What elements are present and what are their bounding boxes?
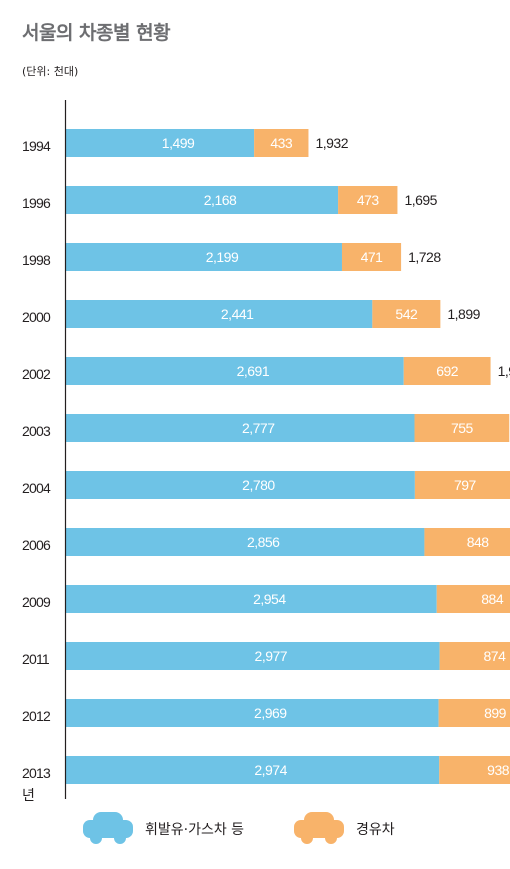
bar-diesel bbox=[403, 357, 491, 385]
bar-diesel bbox=[338, 186, 398, 214]
bar-gasoline bbox=[66, 642, 440, 670]
data-label-gasoline: 2,780 bbox=[242, 477, 275, 493]
bar-diesel bbox=[341, 243, 402, 271]
bar-gasoline bbox=[66, 300, 373, 328]
data-label-gasoline: 1,499 bbox=[162, 135, 195, 151]
car-icon-orange bbox=[294, 812, 344, 846]
data-label-diesel: 433 bbox=[270, 135, 293, 151]
data-label-diesel: 884 bbox=[481, 591, 504, 607]
bar-gasoline bbox=[66, 414, 415, 442]
data-label-total: 1,932 bbox=[315, 135, 348, 151]
category-label: 2013 bbox=[22, 765, 51, 781]
data-label-gasoline: 2,856 bbox=[247, 534, 280, 550]
data-label-diesel: 473 bbox=[357, 192, 380, 208]
category-label: 1998 bbox=[22, 252, 51, 268]
bar-gasoline bbox=[66, 585, 437, 613]
category-label: 1994 bbox=[22, 138, 51, 154]
data-label-diesel: 899 bbox=[484, 705, 507, 721]
bar-diesel bbox=[436, 585, 510, 613]
category-label: 2011 bbox=[22, 651, 50, 667]
chart-title: 서울의 차종별 현황 bbox=[22, 22, 171, 44]
category-label: 2000 bbox=[22, 309, 51, 325]
data-label-gasoline: 2,168 bbox=[204, 192, 237, 208]
data-label-gasoline: 2,777 bbox=[242, 420, 275, 436]
data-label-total: 1,999 bbox=[498, 363, 510, 379]
data-label-diesel: 471 bbox=[361, 249, 384, 265]
legend-item-diesel: 경유차 bbox=[294, 812, 395, 846]
legend-label-gasoline: 휘발유·가스차 등 bbox=[145, 822, 245, 838]
car-icon-blue bbox=[83, 812, 133, 846]
bar-diesel bbox=[438, 699, 510, 727]
bar-gasoline bbox=[66, 528, 425, 556]
data-label-total: 1,728 bbox=[408, 249, 441, 265]
bar-gasoline bbox=[66, 699, 439, 727]
bar-gasoline bbox=[66, 471, 415, 499]
data-label-total: 1,899 bbox=[447, 306, 480, 322]
data-label-total: 1,695 bbox=[404, 192, 437, 208]
category-label: 2004 bbox=[22, 480, 51, 496]
data-label-diesel: 797 bbox=[454, 477, 477, 493]
bar-gasoline bbox=[66, 186, 339, 214]
data-label-diesel: 692 bbox=[436, 363, 459, 379]
data-label-diesel: 542 bbox=[395, 306, 418, 322]
unit-label: (단위: 천대) bbox=[22, 65, 79, 78]
data-label-gasoline: 2,441 bbox=[221, 306, 254, 322]
category-label: 2009 bbox=[22, 594, 51, 610]
category-label: 2012 bbox=[22, 708, 51, 724]
data-label-gasoline: 2,691 bbox=[237, 363, 270, 379]
bar-diesel bbox=[254, 129, 309, 157]
data-label-gasoline: 2,199 bbox=[206, 249, 239, 265]
bar-gasoline bbox=[66, 129, 255, 157]
bar-gasoline bbox=[66, 243, 342, 271]
bar-diesel bbox=[414, 414, 510, 442]
data-label-gasoline: 2,969 bbox=[254, 705, 287, 721]
bar-gasoline bbox=[66, 756, 440, 784]
bar-diesel bbox=[424, 528, 510, 556]
category-label: 1996 bbox=[22, 195, 51, 211]
category-label: 2002 bbox=[22, 366, 51, 382]
data-label-gasoline: 2,977 bbox=[255, 648, 288, 664]
data-label-diesel: 874 bbox=[484, 648, 507, 664]
category-label: 2003 bbox=[22, 423, 51, 439]
bar-diesel bbox=[439, 756, 510, 784]
legend-label-diesel: 경유차 bbox=[356, 822, 395, 838]
data-label-diesel: 848 bbox=[467, 534, 490, 550]
legend-item-gasoline: 휘발유·가스차 등 bbox=[83, 812, 244, 846]
data-label-gasoline: 2,974 bbox=[254, 762, 287, 778]
data-label-gasoline: 2,954 bbox=[253, 591, 286, 607]
category-suffix: 년 bbox=[22, 788, 35, 804]
data-label-diesel: 938 bbox=[487, 762, 510, 778]
bar-diesel bbox=[414, 471, 510, 499]
bar-diesel bbox=[439, 642, 510, 670]
bar-diesel bbox=[372, 300, 441, 328]
bar-gasoline bbox=[66, 357, 404, 385]
category-label: 2006 bbox=[22, 537, 51, 553]
data-label-diesel: 755 bbox=[451, 420, 474, 436]
